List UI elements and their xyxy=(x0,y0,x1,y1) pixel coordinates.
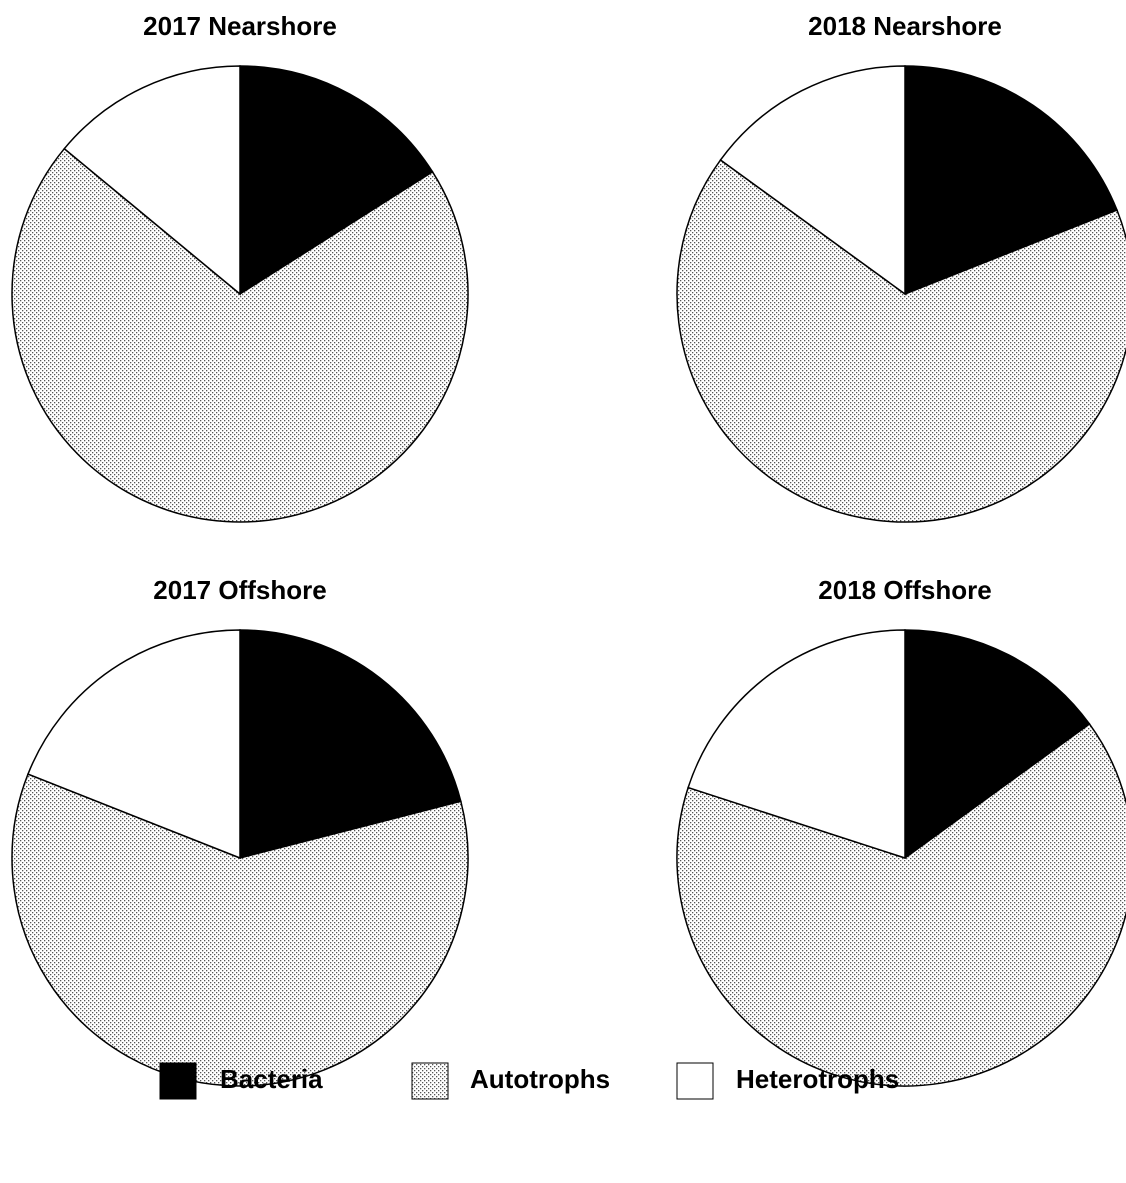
legend-swatch xyxy=(676,1062,714,1100)
chart-title: 2017 Nearshore xyxy=(143,11,337,41)
legend-swatch xyxy=(411,1062,449,1100)
chart-title: 2018 Nearshore xyxy=(808,11,1002,41)
legend-swatch xyxy=(159,1062,197,1100)
legend-label: Autotrophs xyxy=(470,1064,610,1094)
pie-slice xyxy=(676,158,1126,523)
pie-slice xyxy=(904,65,1118,296)
pie-slice xyxy=(687,629,906,860)
pie-slice xyxy=(63,65,241,296)
pie-slice xyxy=(11,773,469,1087)
pie-slice xyxy=(239,629,462,859)
pie-slice xyxy=(719,65,906,296)
legend-label: Bacteria xyxy=(220,1064,323,1094)
chart-title: 2017 Offshore xyxy=(153,575,326,605)
chart-title: 2018 Offshore xyxy=(818,575,991,605)
pie-slice xyxy=(27,629,241,860)
pie-slice xyxy=(676,722,1126,1087)
pie-slice xyxy=(904,629,1091,860)
legend-label: Heterotrophs xyxy=(736,1064,899,1094)
pie-slice xyxy=(239,65,434,296)
pie-slice xyxy=(11,147,469,523)
